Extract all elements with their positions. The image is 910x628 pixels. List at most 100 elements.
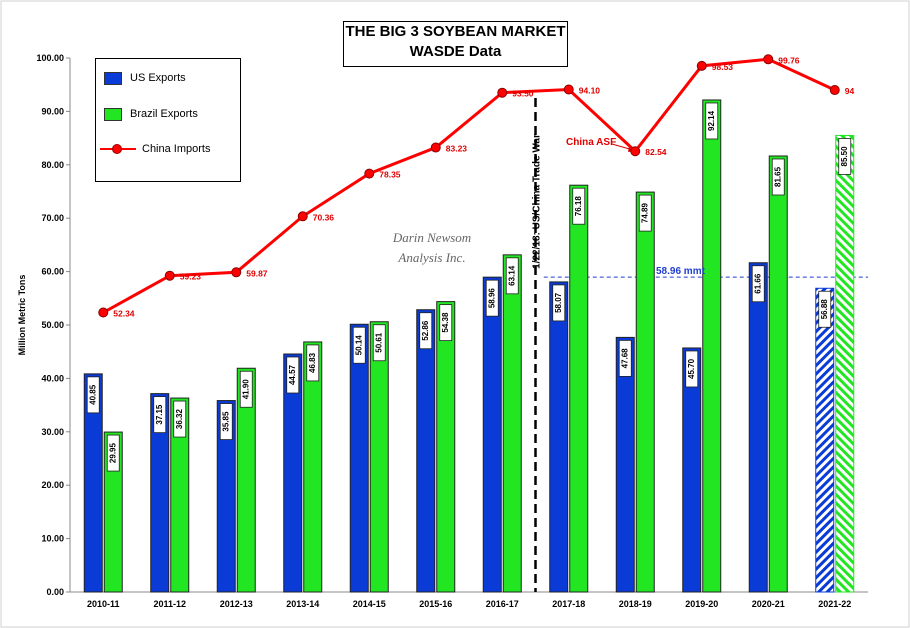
china-imports-value-label: 98.53 (712, 62, 734, 72)
bar-value-box (306, 344, 320, 382)
bar-value-label: 63.14 (508, 265, 517, 286)
brazil-exports-bar (436, 301, 456, 593)
us-exports-bar (748, 262, 768, 593)
bar-value-box (818, 290, 832, 328)
y-tick-label: 80.00 (41, 160, 64, 170)
us-exports-bar (549, 281, 569, 593)
bar-value-label: 37.15 (155, 404, 164, 425)
x-tick-label: 2015-16 (419, 599, 452, 609)
brazil-exports-bar (103, 431, 123, 593)
legend-swatch-brazil-exports (104, 107, 122, 121)
bar-value-label: 40.85 (89, 384, 98, 405)
china-imports-value-label: 94 (845, 86, 855, 96)
x-tick-label: 2019-20 (685, 599, 718, 609)
x-tick-label: 2014-15 (353, 599, 386, 609)
china-imports-point (430, 142, 441, 153)
bar-value-box (286, 356, 300, 394)
legend-label-brazil-exports: Brazil Exports (130, 108, 198, 120)
bar-value-label: 50.14 (355, 335, 364, 356)
x-tick-label: 2017-18 (552, 599, 585, 609)
bar-value-box (485, 279, 499, 317)
y-tick-label: 90.00 (41, 106, 64, 116)
china-imports-value-label: 93.50 (512, 89, 534, 99)
y-tick-label: 30.00 (41, 427, 64, 437)
y-tick-label: 0.00 (46, 587, 64, 597)
bar-layer (83, 99, 855, 593)
bar-value-box (505, 257, 519, 295)
bar-value-label: 85.50 (840, 146, 849, 167)
y-tick-label: 10.00 (41, 534, 64, 544)
legend-label-china-imports: China Imports (142, 143, 211, 155)
bar-value-label: 56.88 (820, 299, 829, 320)
x-tick-label: 2010-11 (87, 599, 120, 609)
bar-value-label: 45.70 (687, 358, 696, 379)
china-imports-point (497, 87, 508, 98)
us-exports-bar (615, 336, 635, 593)
china-asf-annotation: China ASF (566, 137, 617, 148)
y-tick-label: 40.00 (41, 373, 64, 383)
brazil-exports-bar (369, 321, 389, 593)
y-tick-label: 70.00 (41, 213, 64, 223)
brazil-exports-bar (635, 191, 655, 593)
bar-value-box (552, 284, 566, 322)
brazil-exports-bar (835, 134, 855, 593)
bar-value-label: 92.14 (707, 110, 716, 131)
us-exports-bar (83, 373, 103, 593)
brazil-exports-bar (702, 99, 722, 593)
us-exports-bar (682, 347, 702, 593)
china-imports-point (164, 270, 175, 281)
legend-item-us-exports: US Exports (104, 70, 186, 86)
chart-title-box: THE BIG 3 SOYBEAN MARKET WASDE Data (343, 21, 568, 67)
x-tick-label: 2011-12 (153, 599, 186, 609)
bar-value-label: 41.90 (242, 379, 251, 400)
y-tick-label: 100.00 (36, 53, 64, 63)
legend-item-china-imports: China Imports (100, 141, 210, 157)
legend: US Exports Brazil Exports China Imports (95, 58, 241, 182)
x-tick-label: 2016-17 (486, 599, 519, 609)
bar-value-label: 58.96 (488, 288, 497, 309)
us-exports-bar (150, 393, 170, 593)
legend-label-us-exports: US Exports (130, 72, 186, 84)
us-exports-bar (349, 323, 369, 593)
brazil-exports-bar (502, 254, 522, 593)
us-exports-bar (815, 287, 835, 593)
china-imports-value-label: 83.23 (446, 144, 468, 154)
bar-value-box (239, 370, 253, 408)
brazil-exports-bar (170, 397, 190, 593)
bar-value-label: 36.32 (175, 408, 184, 429)
china-imports-point (630, 146, 641, 157)
china-imports-value-label: 82.54 (645, 147, 667, 157)
china-imports-value-label: 70.36 (313, 212, 335, 222)
bar-value-label: 50.61 (375, 332, 384, 353)
bar-value-label: 81.65 (774, 166, 783, 187)
trade-war-annotation: 1/22/18: US/China Trade War (531, 134, 543, 269)
bar-value-box (705, 102, 719, 140)
china-imports-point (297, 211, 308, 222)
bar-value-box (219, 403, 233, 440)
us-exports-bar (416, 309, 436, 593)
y-tick-label: 50.00 (41, 320, 64, 330)
china-imports-point (98, 307, 109, 318)
label-layer: 40.85 29.95 37.15 36.32 35.85 41.90 44.57 46.83… (86, 55, 855, 472)
bar-value-box (638, 194, 652, 232)
bar-value-box (352, 326, 366, 364)
watermark-line-1: Darin Newsom (392, 230, 472, 245)
china-imports-value-label: 78.35 (379, 170, 401, 180)
bar-value-box (618, 339, 632, 377)
watermark: Darin Newsom Analysis Inc. (372, 228, 492, 268)
chart-subtitle: WASDE Data (409, 43, 502, 60)
x-tick-label: 2012-13 (220, 599, 253, 609)
bar-value-box (838, 138, 852, 175)
bar-value-label: 46.83 (308, 352, 317, 373)
china-imports-point (696, 60, 707, 71)
x-tick-label: 2013-14 (286, 599, 319, 609)
bar-value-box (153, 396, 167, 434)
bar-value-box (419, 312, 433, 350)
bar-value-label: 52.86 (421, 320, 430, 341)
china-imports-point (364, 168, 375, 179)
bar-value-label: 47.68 (621, 348, 630, 369)
x-tick-label: 2021-22 (818, 599, 851, 609)
